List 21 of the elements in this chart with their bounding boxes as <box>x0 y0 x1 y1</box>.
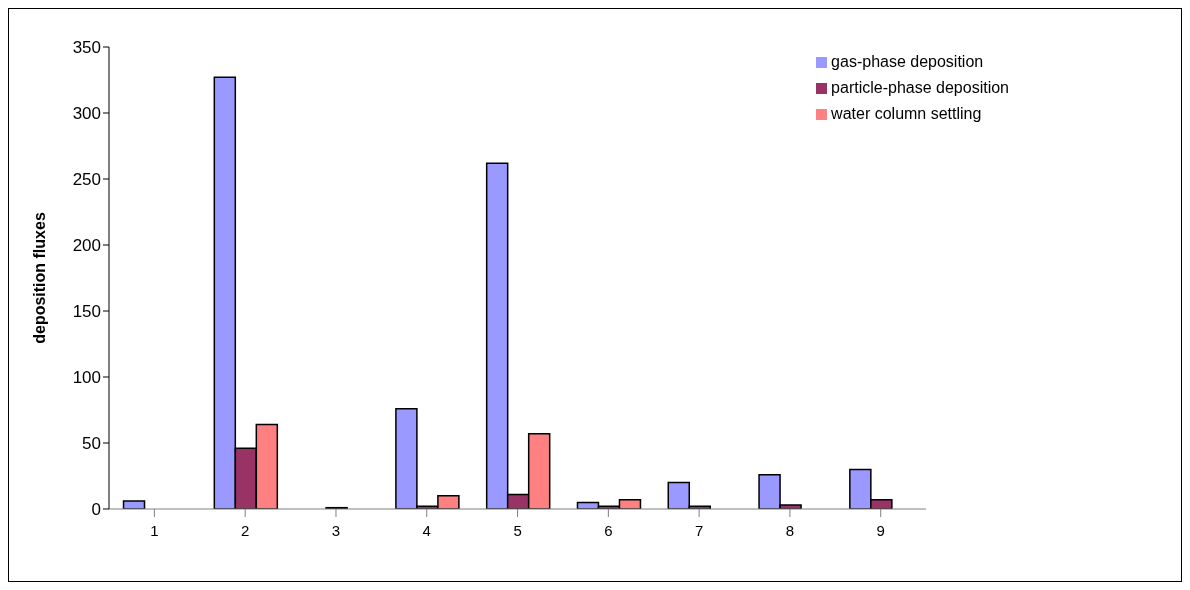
y-tick-label: 300 <box>72 104 101 124</box>
x-tick-label: 7 <box>694 521 704 539</box>
x-tick-label: 4 <box>422 521 431 539</box>
x-tick-label: 6 <box>604 521 613 539</box>
x-tick-label: 1 <box>150 521 159 539</box>
x-tick-label: 9 <box>876 521 885 539</box>
y-tick-label: 0 <box>91 500 101 520</box>
x-tick-label: 8 <box>785 521 795 539</box>
legend-label: water column settling <box>831 105 982 122</box>
y-tick-label: 250 <box>72 170 101 190</box>
y-tick-label: 200 <box>72 236 101 256</box>
y-tick-label: 100 <box>72 368 101 388</box>
x-tick-label: 2 <box>241 521 250 539</box>
legend-label: particle-phase deposition <box>831 79 1009 96</box>
y-axis-title: deposition fluxes <box>30 212 48 344</box>
y-tick-label: 150 <box>72 302 101 322</box>
legend-label: gas-phase deposition <box>831 53 984 70</box>
x-tick-label: 5 <box>513 521 522 539</box>
y-tick-label: 50 <box>82 434 101 454</box>
y-tick-label: 350 <box>72 38 101 58</box>
x-tick-label: 3 <box>331 521 341 539</box>
